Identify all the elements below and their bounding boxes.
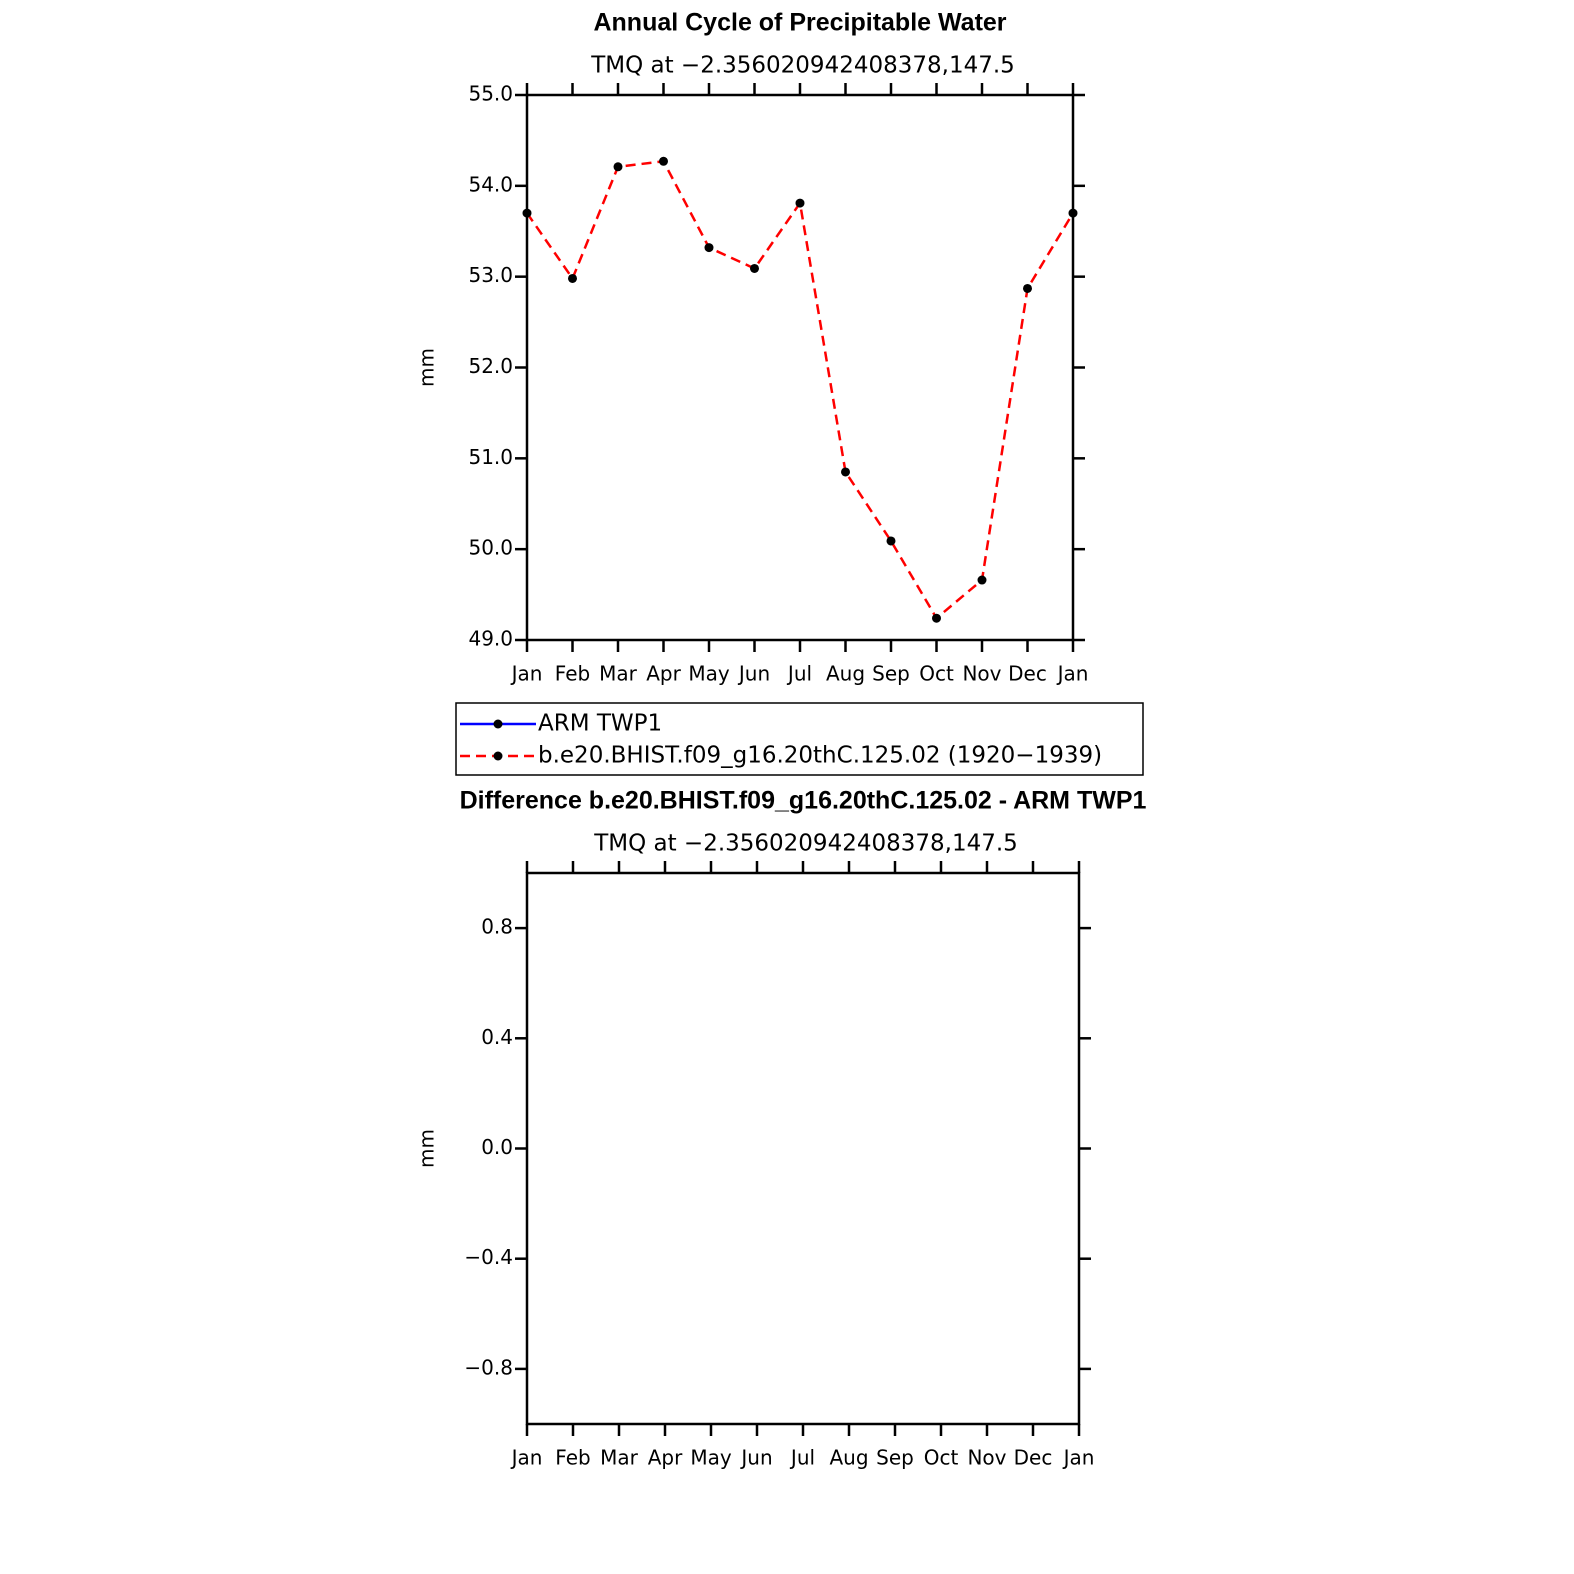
x-tick-label: Jul — [786, 662, 812, 686]
x-tick-label: May — [688, 662, 730, 686]
x-tick-label: Apr — [648, 1446, 683, 1470]
plot-frame — [525, 93, 1075, 642]
y-axis-label: mm — [415, 348, 439, 387]
x-tick-label: Jun — [737, 662, 770, 686]
x-tick-label: Aug — [826, 662, 865, 686]
data-point — [886, 536, 896, 546]
x-tick-label: Feb — [555, 1446, 590, 1470]
x-tick-label: Aug — [829, 1446, 868, 1470]
chart-title: Annual Cycle of Precipitable Water — [593, 9, 1006, 37]
data-point — [1068, 208, 1078, 218]
y-tick-label: 55.0 — [468, 82, 513, 106]
data-point — [613, 162, 623, 172]
x-tick-label: Apr — [646, 662, 681, 686]
data-point — [750, 263, 759, 273]
data-point — [704, 243, 714, 253]
y-axis-label: mm — [415, 1129, 439, 1168]
legend-label: b.e20.BHIST.f09_g16.20thC.125.02 (1920−1… — [538, 743, 1102, 769]
x-tick-label: Nov — [967, 1446, 1006, 1470]
y-tick-label: −0.4 — [464, 1245, 513, 1269]
legend-label: ARM TWP1 — [538, 711, 662, 737]
y-tick-label: 49.0 — [468, 627, 513, 651]
data-point — [841, 467, 850, 477]
y-tick-label: 0.0 — [481, 1135, 513, 1159]
x-tick-label: May — [690, 1446, 732, 1470]
x-tick-label: Jan — [1062, 1446, 1095, 1470]
y-tick-label: −0.8 — [464, 1355, 513, 1379]
x-tick-label: Jan — [510, 662, 543, 686]
data-point — [568, 273, 577, 283]
y-tick-label: 53.0 — [468, 263, 513, 287]
data-point — [932, 613, 941, 623]
legend-marker — [493, 751, 503, 761]
x-tick-label: Jan — [1056, 662, 1089, 686]
legend-marker — [493, 719, 503, 729]
data-point — [977, 575, 987, 585]
series-line — [525, 159, 1075, 621]
x-tick-label: Sep — [876, 1446, 914, 1470]
y-tick-label: 54.0 — [468, 172, 513, 196]
x-tick-label: Jan — [510, 1446, 543, 1470]
x-tick-label: Oct — [924, 1446, 959, 1470]
chart-title: Difference b.e20.BHIST.f09_g16.20thC.125… — [460, 787, 1147, 815]
legend-box — [455, 702, 1144, 776]
x-tick-label: Dec — [1014, 1446, 1053, 1470]
x-tick-label: Oct — [919, 662, 954, 686]
x-tick-label: Jul — [789, 1446, 815, 1470]
y-tick-label: 51.0 — [468, 445, 513, 469]
data-point — [659, 156, 668, 166]
x-tick-label: Mar — [600, 1446, 639, 1470]
x-tick-label: Feb — [555, 662, 590, 686]
x-tick-label: Nov — [962, 662, 1001, 686]
x-tick-label: Jun — [739, 1446, 772, 1470]
x-tick-label: Sep — [872, 662, 910, 686]
data-point — [795, 198, 805, 208]
data-point — [522, 208, 532, 218]
plot-frame — [525, 871, 1081, 1426]
chart-subtitle: TMQ at −2.356020942408378,147.5 — [593, 831, 1018, 857]
y-tick-label: 0.8 — [481, 915, 513, 939]
chart-subtitle: TMQ at −2.356020942408378,147.5 — [590, 53, 1015, 79]
x-tick-label: Mar — [599, 662, 638, 686]
x-tick-label: Dec — [1008, 662, 1047, 686]
y-tick-label: 50.0 — [468, 536, 513, 560]
y-tick-label: 0.4 — [481, 1025, 513, 1049]
data-point — [1023, 283, 1032, 293]
y-tick-label: 52.0 — [468, 354, 513, 378]
